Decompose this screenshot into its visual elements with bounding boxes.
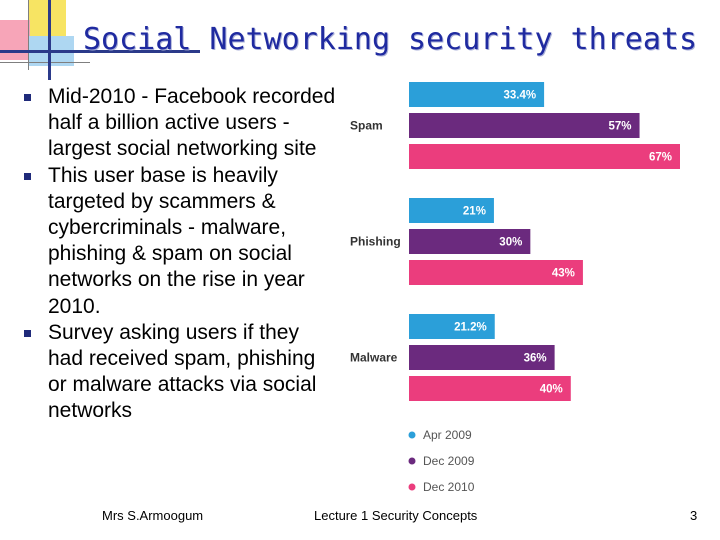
bullet-area: Mid-2010 - Facebook recorded half a bill… [0, 84, 336, 504]
decor-horizontal-line [0, 50, 200, 53]
bullet-list: Mid-2010 - Facebook recorded half a bill… [18, 84, 336, 425]
chart-bar [409, 229, 531, 254]
chart-bar [409, 376, 571, 401]
bar-value-label: 36% [524, 353, 547, 365]
chart-bar [409, 198, 494, 223]
bar-value-label: 30% [499, 237, 522, 249]
legend-label: Dec 2010 [423, 480, 475, 494]
chart-bar [409, 345, 555, 370]
survey-bar-chart: 33.4% 57% 67% Spam 21% 30% 43% Phishing 21.2% 36%… [350, 82, 680, 494]
legend-label: Apr 2009 [423, 428, 472, 442]
square-bullet-icon [24, 172, 31, 180]
decor-thin-vertical-line [28, 0, 29, 70]
chart-bar [409, 144, 680, 169]
decor-yellow-square [28, 0, 66, 36]
category-label: Phishing [350, 235, 401, 249]
chart-bar [409, 82, 545, 107]
chart-bar [409, 113, 640, 138]
decor-pink-square [0, 20, 30, 60]
bar-value-label: 21.2% [454, 322, 487, 334]
bullet-text: Survey asking users if they had received… [48, 320, 317, 423]
bar-value-label: 43% [552, 268, 575, 280]
category-label: Malware [350, 351, 398, 365]
bar-value-label: 57% [609, 121, 632, 133]
square-bullet-icon [24, 94, 31, 101]
decor-thin-horizontal-line [0, 62, 90, 63]
slide-title: Social Networking security threats [82, 22, 698, 57]
bar-value-label: 33.4% [503, 90, 536, 102]
legend-label: Dec 2009 [423, 454, 475, 468]
bar-value-label: 67% [649, 152, 672, 164]
chart-panel: 33.4% 57% 67% Spam 21% 30% 43% Phishing 21.2% 36%… [340, 76, 714, 502]
chart-bar [409, 260, 583, 285]
bullet-item: Survey asking users if they had received… [18, 320, 336, 425]
legend-marker [408, 483, 416, 491]
bullet-text: Mid-2010 - Facebook recorded half a bill… [48, 85, 336, 161]
legend-marker [408, 431, 416, 439]
square-bullet-icon [24, 329, 31, 337]
bar-value-label: 40% [540, 384, 563, 396]
category-label: Spam [350, 119, 383, 133]
legend-marker [408, 457, 416, 465]
footer-author: Mrs S.Armoogum [102, 508, 204, 523]
bullet-item: Mid-2010 - Facebook recorded half a bill… [18, 84, 336, 163]
bullet-text: This user base is heavily targeted by sc… [48, 163, 305, 318]
bullet-item: This user base is heavily targeted by sc… [18, 163, 336, 320]
page-number: 3 [690, 508, 698, 523]
footer-course: Lecture 1 Security Concepts [314, 508, 478, 523]
bar-value-label: 21% [463, 206, 486, 218]
decor-vertical-line [48, 0, 51, 80]
chart-bar [409, 314, 495, 339]
